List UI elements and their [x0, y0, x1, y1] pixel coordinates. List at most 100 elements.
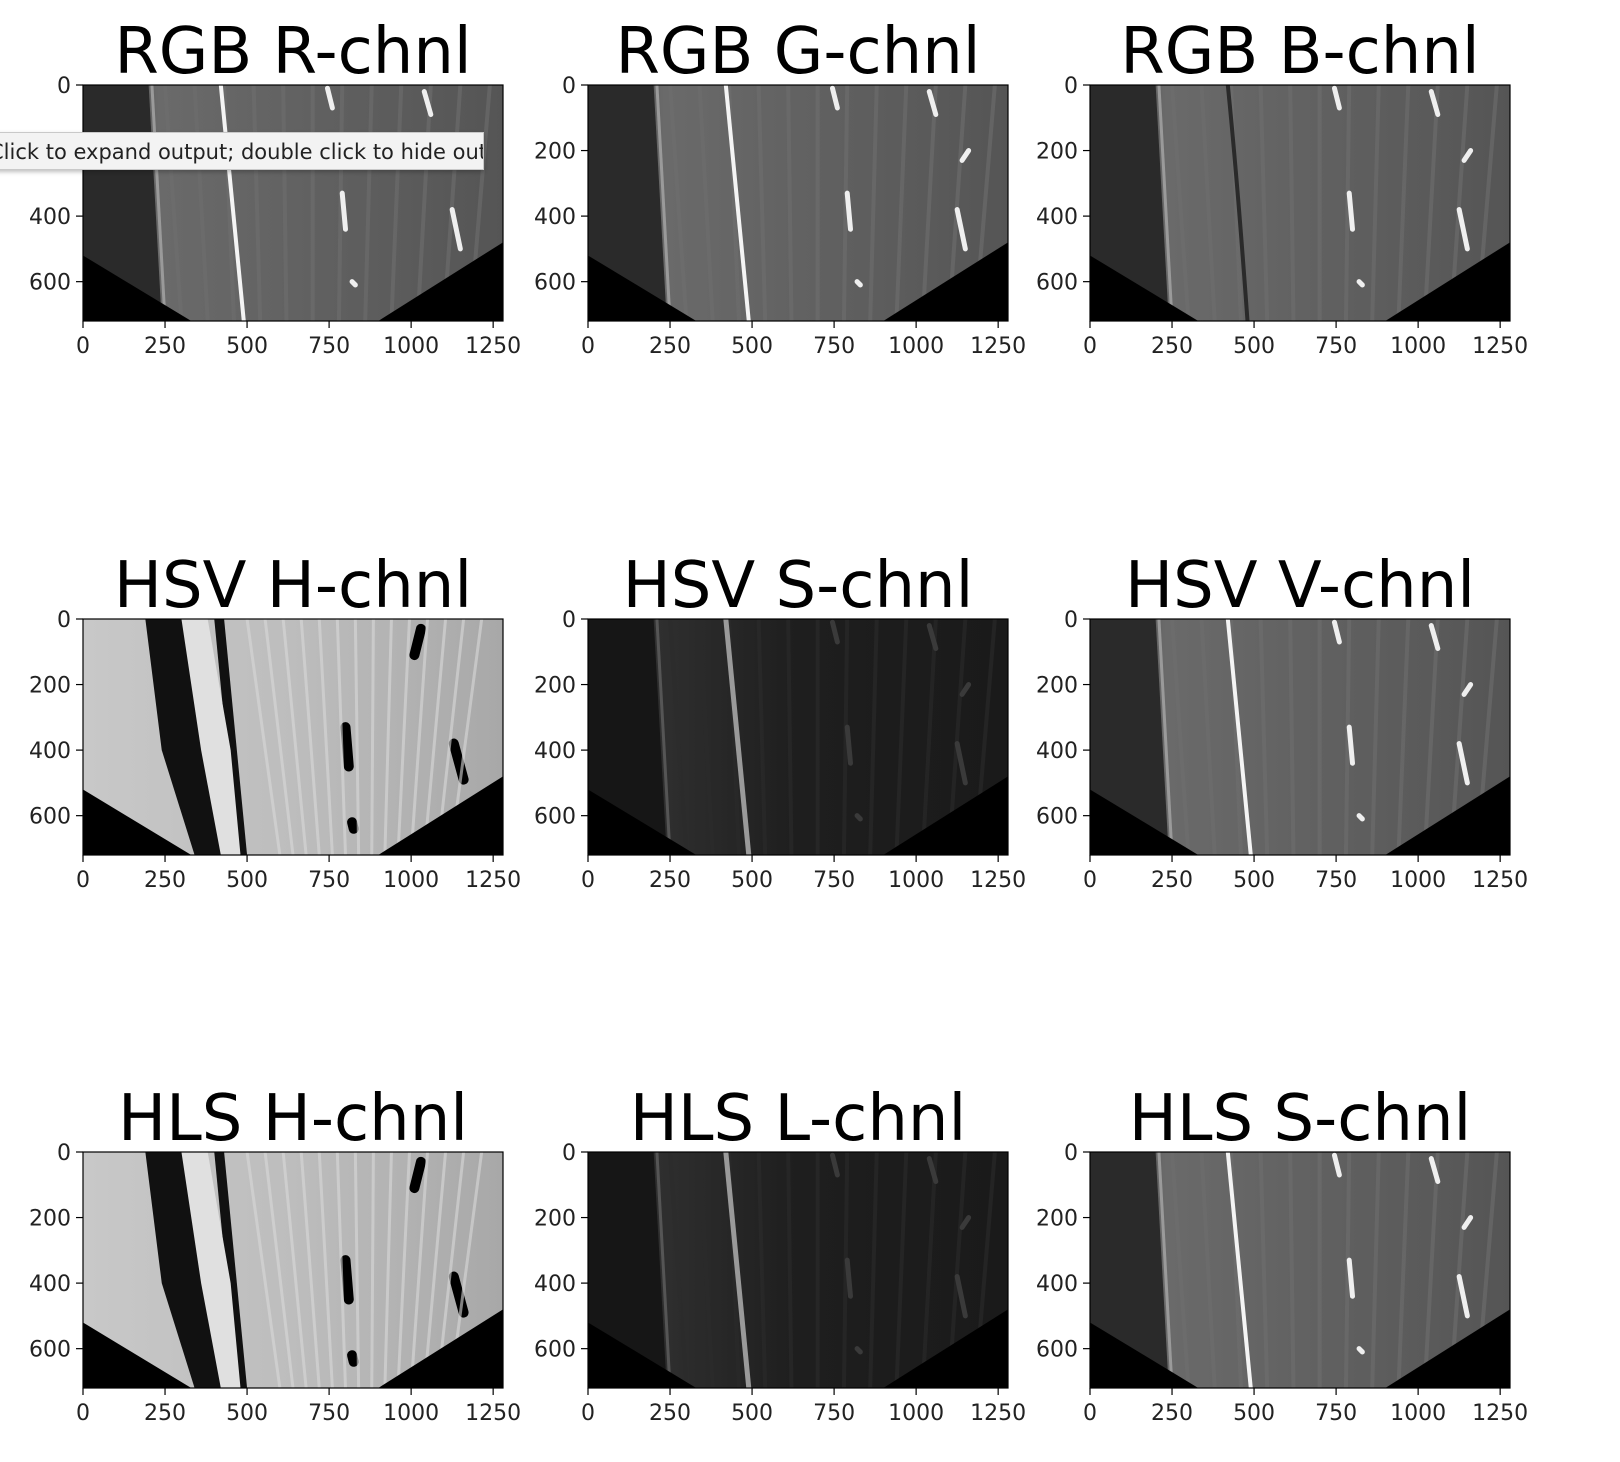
y-tick-label: 400 [29, 1272, 71, 1297]
y-tick-label: 400 [534, 205, 576, 230]
channel-image [588, 85, 1008, 321]
x-tick-label: 1250 [1472, 868, 1528, 893]
y-tick-label: 200 [29, 1207, 71, 1232]
x-tick-label: 1250 [970, 1401, 1026, 1426]
x-tick-label: 750 [308, 334, 350, 359]
x-tick-label: 1250 [465, 1401, 521, 1426]
y-tick-label: 200 [534, 140, 576, 165]
channel-image [588, 619, 1008, 855]
y-tick-label: 200 [534, 1207, 576, 1232]
x-tick-label: 500 [226, 334, 268, 359]
x-tick-label: 250 [1151, 1401, 1193, 1426]
panel-title: RGB B-chnl [1120, 15, 1479, 89]
x-tick-label: 500 [226, 868, 268, 893]
channel-image [83, 85, 503, 321]
x-tick-label: 500 [226, 1401, 268, 1426]
y-tick-label: 0 [1064, 1141, 1078, 1166]
y-tick-label: 200 [1036, 140, 1078, 165]
axes-frame [1089, 84, 1511, 322]
panel-title: HSV V-chnl [1125, 549, 1475, 623]
y-tick-label: 600 [1036, 805, 1078, 830]
y-tick-label: 200 [1036, 674, 1078, 699]
x-tick-label: 0 [1083, 1401, 1097, 1426]
axes-frame [587, 84, 1009, 322]
panel-5: HSV S-chnl 0 250 500 750 1000 1250 0 200 400 600 [534, 549, 1026, 893]
x-tick-label: 250 [649, 1401, 691, 1426]
x-tick-label: 750 [1315, 334, 1357, 359]
y-tick-label: 0 [562, 608, 576, 633]
panel-9: HLS S-chnl 0 250 500 750 1000 1250 0 200 400 600 [1036, 1082, 1528, 1426]
y-tick-label: 600 [29, 805, 71, 830]
channel-image [1090, 1152, 1510, 1388]
x-tick-label: 750 [308, 868, 350, 893]
x-tick-label: 500 [731, 1401, 773, 1426]
x-tick-label: 1000 [383, 334, 439, 359]
y-tick-label: 400 [29, 739, 71, 764]
channel-image [83, 619, 503, 855]
axes-frame [1089, 1151, 1511, 1389]
panel-6: HSV V-chnl 0 250 500 750 1000 1250 0 200 400 600 [1036, 549, 1528, 893]
y-tick-label: 200 [534, 674, 576, 699]
panel-title: HLS H-chnl [118, 1082, 468, 1156]
y-tick-label: 200 [29, 674, 71, 699]
panel-8: HLS L-chnl 0 250 500 750 1000 1250 0 200 400 600 [534, 1082, 1026, 1426]
x-tick-label: 1000 [1390, 334, 1446, 359]
y-tick-label: 600 [1036, 271, 1078, 296]
x-tick-label: 250 [649, 334, 691, 359]
x-tick-label: 750 [1315, 1401, 1357, 1426]
y-tick-label: 0 [1064, 608, 1078, 633]
x-tick-label: 750 [813, 868, 855, 893]
x-tick-label: 1000 [1390, 1401, 1446, 1426]
x-tick-label: 500 [1233, 1401, 1275, 1426]
y-tick-label: 400 [534, 739, 576, 764]
x-tick-label: 0 [1083, 868, 1097, 893]
x-tick-label: 0 [76, 868, 90, 893]
y-tick-label: 200 [1036, 1207, 1078, 1232]
x-tick-label: 1250 [970, 334, 1026, 359]
panel-7: HLS H-chnl 0 250 500 750 1000 1250 0 200 400 600 [29, 1082, 521, 1426]
x-tick-label: 250 [1151, 868, 1193, 893]
y-tick-label: 400 [534, 1272, 576, 1297]
x-tick-label: 1000 [1390, 868, 1446, 893]
x-tick-label: 0 [1083, 334, 1097, 359]
panel-3: RGB B-chnl 0 250 500 750 1000 1250 0 200 400 600 [1036, 15, 1528, 359]
y-tick-label: 600 [534, 805, 576, 830]
panel-title: HLS S-chnl [1129, 1082, 1472, 1156]
y-tick-label: 600 [29, 1338, 71, 1363]
y-tick-label: 600 [534, 271, 576, 296]
x-tick-label: 1000 [888, 1401, 944, 1426]
channel-image [1090, 85, 1510, 321]
x-tick-label: 1250 [1472, 1401, 1528, 1426]
y-tick-label: 0 [562, 74, 576, 99]
y-tick-label: 0 [57, 608, 71, 633]
x-tick-label: 250 [1151, 334, 1193, 359]
x-tick-label: 250 [144, 868, 186, 893]
x-tick-label: 1250 [465, 334, 521, 359]
x-tick-label: 250 [144, 334, 186, 359]
channel-image [1090, 619, 1510, 855]
x-tick-label: 1250 [465, 868, 521, 893]
y-tick-label: 0 [1064, 74, 1078, 99]
panel-title: RGB G-chnl [615, 15, 980, 89]
axes-frame [1089, 618, 1511, 856]
y-tick-label: 0 [57, 74, 71, 99]
output-tooltip: Click to expand output; double click to … [0, 132, 484, 170]
panel-title: HLS L-chnl [630, 1082, 966, 1156]
x-tick-label: 0 [581, 334, 595, 359]
y-tick-label: 400 [1036, 739, 1078, 764]
y-tick-label: 400 [29, 205, 71, 230]
y-tick-label: 0 [57, 1141, 71, 1166]
panel-2: RGB G-chnl 0 250 500 750 1000 1250 0 200 400 600 [534, 15, 1026, 359]
y-tick-label: 400 [1036, 205, 1078, 230]
x-tick-label: 0 [76, 334, 90, 359]
panel-4: HSV H-chnl 0 250 500 750 1000 1250 0 200 400 600 [29, 549, 521, 893]
x-tick-label: 500 [731, 334, 773, 359]
panel-title: HSV H-chnl [114, 549, 472, 623]
panel-title: RGB R-chnl [114, 15, 471, 89]
x-tick-label: 250 [144, 1401, 186, 1426]
y-tick-label: 600 [29, 271, 71, 296]
x-tick-label: 500 [731, 868, 773, 893]
x-tick-label: 1000 [383, 1401, 439, 1426]
